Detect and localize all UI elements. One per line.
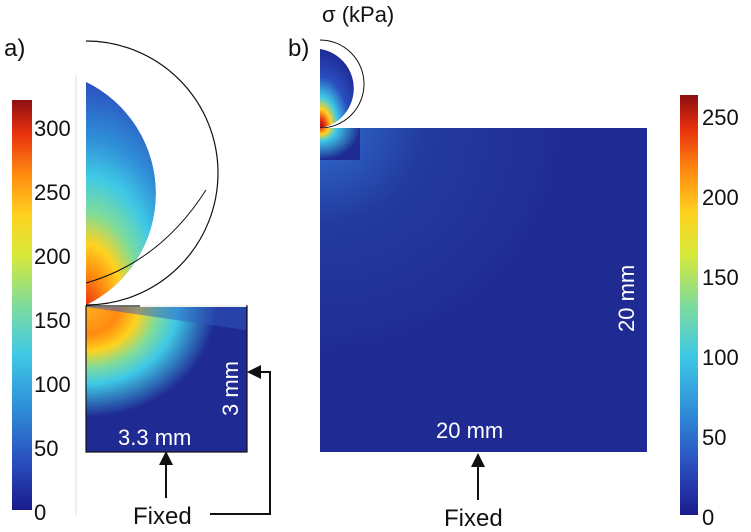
left-colorbar-tick-100: 100: [34, 372, 71, 397]
left-colorbar-tick-300: 300: [34, 116, 71, 141]
left-colorbar: 0 50 100 150 200 250 300: [12, 75, 77, 525]
right-colorbar-tick-150: 150: [702, 265, 739, 290]
panel-b-sphere-outline: [319, 39, 365, 129]
panel-a-sphere-outline: [85, 40, 219, 306]
panel-a-deformed-outline: [85, 189, 207, 284]
panel-b-label: b): [288, 35, 309, 62]
right-colorbar-gradient: [680, 95, 698, 515]
right-colorbar-tick-0: 0: [702, 505, 714, 530]
panel-b-sphere: [320, 49, 354, 128]
left-colorbar-gradient: [12, 100, 32, 510]
panel-b-height-label: 20 mm: [614, 265, 639, 332]
panel-a-sphere: [86, 82, 156, 305]
right-colorbar-tick-50: 50: [702, 425, 726, 450]
panel-a-fixed-label: Fixed: [133, 503, 192, 530]
left-colorbar-tick-250: 250: [34, 180, 71, 205]
right-colorbar-tick-100: 100: [702, 345, 739, 370]
panel-a-height-label: 3 mm: [218, 361, 243, 416]
left-colorbar-tick-200: 200: [34, 244, 71, 269]
left-colorbar-tick-0: 0: [34, 500, 46, 525]
panel-a-block: [86, 307, 247, 452]
left-colorbar-tick-150: 150: [34, 308, 71, 333]
panel-a-width-label: 3.3 mm: [118, 425, 191, 450]
left-colorbar-tick-50: 50: [34, 436, 58, 461]
right-colorbar-tick-200: 200: [702, 185, 739, 210]
right-colorbar-tick-250: 250: [702, 105, 739, 130]
figure-title: σ (kPa): [322, 2, 394, 27]
panel-a-side-arrow: [210, 365, 271, 515]
panel-b-block: [320, 128, 647, 452]
panel-b-width-label: 20 mm: [436, 418, 503, 443]
panel-b-fixed-label: Fixed: [444, 505, 503, 532]
right-colorbar: 0 50 100 150 200 250: [680, 95, 739, 530]
panel-a-label: a): [4, 35, 25, 62]
